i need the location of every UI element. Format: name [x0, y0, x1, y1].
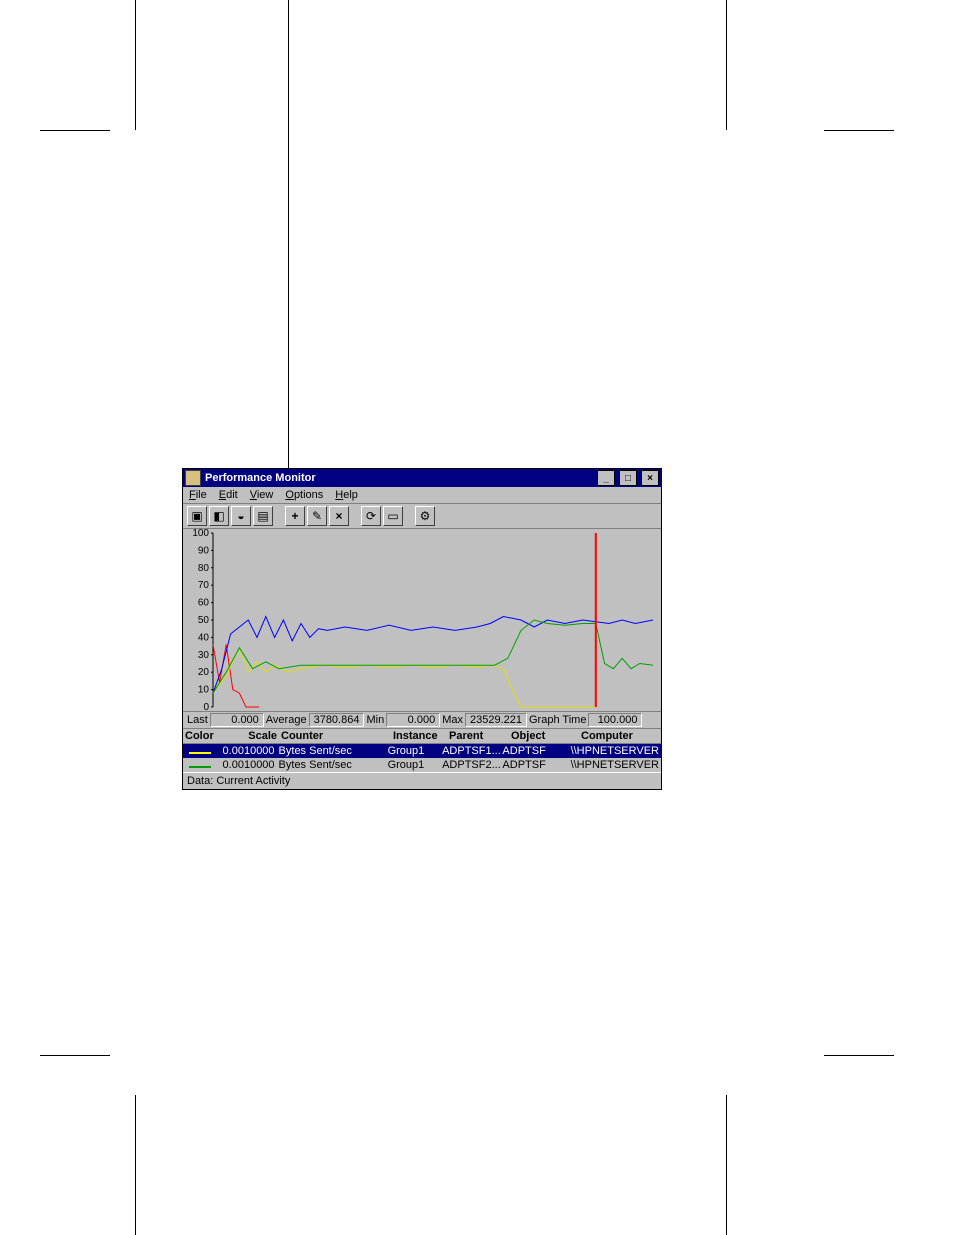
page-rule [40, 1055, 110, 1056]
page-rule [726, 0, 727, 130]
view-log-icon[interactable]: ◒ [231, 506, 251, 526]
chart-area: 1009080706050403020100 [183, 529, 661, 711]
legend: 0.0010000Bytes Sent/secGroup1ADPTSF1...A… [183, 744, 661, 772]
legend-headers: Color Scale Counter Instance Parent Obje… [183, 729, 661, 744]
gt-value: 100.000 [588, 713, 642, 727]
hdr-color: Color [185, 730, 219, 742]
toolbar: ▣ ◧ ◒ ▤ + ✎ × ⟳ ▭ ⚙ [183, 504, 661, 529]
svg-text:100: 100 [192, 529, 209, 539]
menu-edit[interactable]: Edit [219, 489, 238, 501]
delete-counter-icon[interactable]: × [329, 506, 349, 526]
svg-text:50: 50 [198, 615, 210, 626]
options-icon[interactable]: ⚙ [415, 506, 435, 526]
stats-bar: Last 0.000 Average 3780.864 Min 0.000 Ma… [183, 711, 661, 729]
add-counter-icon[interactable]: + [285, 506, 305, 526]
gt-label: Graph Time [527, 714, 588, 726]
avg-label: Average [264, 714, 309, 726]
page-rule [824, 130, 894, 131]
bookmark-icon[interactable]: ▭ [383, 506, 403, 526]
view-alert-icon[interactable]: ◧ [209, 506, 229, 526]
menu-file[interactable]: File [189, 489, 207, 501]
max-label: Max [440, 714, 465, 726]
minimize-button[interactable]: _ [597, 470, 615, 486]
svg-text:20: 20 [198, 667, 210, 678]
svg-text:90: 90 [198, 545, 210, 556]
svg-text:10: 10 [198, 685, 210, 696]
page-rule [726, 1095, 727, 1235]
page-rule [40, 130, 110, 131]
avg-value: 3780.864 [309, 713, 365, 727]
hdr-scale: Scale [219, 730, 281, 742]
page-rule [135, 1095, 136, 1235]
svg-text:40: 40 [198, 632, 210, 643]
page-rule [288, 0, 289, 490]
maximize-button[interactable]: □ [619, 470, 637, 486]
menu-help[interactable]: Help [335, 489, 358, 501]
update-icon[interactable]: ⟳ [361, 506, 381, 526]
svg-text:60: 60 [198, 598, 210, 609]
last-label: Last [185, 714, 210, 726]
min-label: Min [364, 714, 386, 726]
hdr-instance: Instance [393, 730, 449, 742]
svg-text:70: 70 [198, 580, 210, 591]
titlebar[interactable]: Performance Monitor _ □ × [183, 469, 661, 487]
svg-text:80: 80 [198, 563, 210, 574]
hdr-parent: Parent [449, 730, 511, 742]
page-rule [135, 0, 136, 130]
hdr-counter: Counter [281, 730, 393, 742]
chart-svg: 1009080706050403020100 [183, 529, 661, 711]
hdr-object: Object [511, 730, 581, 742]
modify-counter-icon[interactable]: ✎ [307, 506, 327, 526]
menu-view[interactable]: View [250, 489, 274, 501]
svg-text:30: 30 [198, 650, 210, 661]
svg-text:0: 0 [203, 702, 209, 711]
perfmon-window: Performance Monitor _ □ × File Edit View… [182, 468, 662, 790]
app-icon [185, 470, 201, 486]
menu-options[interactable]: Options [285, 489, 323, 501]
status-text: Data: Current Activity [187, 775, 290, 787]
menubar: File Edit View Options Help [183, 487, 661, 504]
last-value: 0.000 [210, 713, 264, 727]
min-value: 0.000 [386, 713, 440, 727]
view-report-icon[interactable]: ▤ [253, 506, 273, 526]
hdr-computer: Computer [581, 730, 633, 742]
legend-row[interactable]: 0.0010000Bytes Sent/secGroup1ADPTSF1...A… [183, 744, 661, 758]
max-value: 23529.221 [465, 713, 527, 727]
window-title: Performance Monitor [205, 472, 316, 484]
close-button[interactable]: × [641, 470, 659, 486]
view-chart-icon[interactable]: ▣ [187, 506, 207, 526]
page: { "window": { "title": "Performance Moni… [0, 0, 954, 1235]
status-bar: Data: Current Activity [183, 772, 661, 789]
page-rule [824, 1055, 894, 1056]
legend-row[interactable]: 0.0010000Bytes Sent/secGroup1ADPTSF2...A… [183, 758, 661, 772]
